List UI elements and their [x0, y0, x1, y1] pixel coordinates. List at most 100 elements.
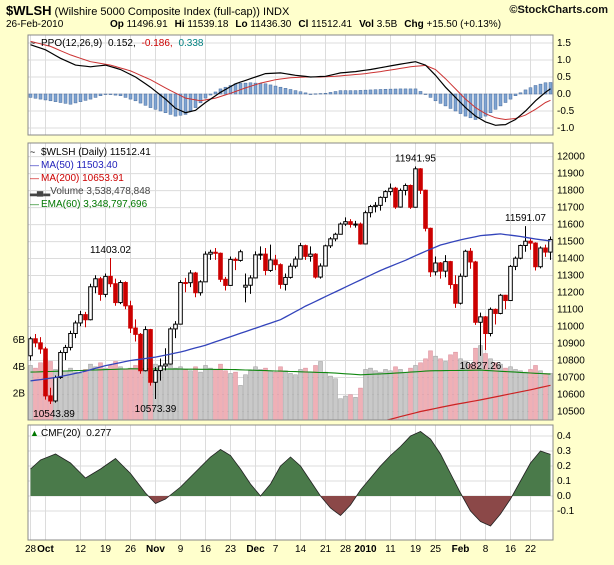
candle-body: [213, 251, 218, 254]
volume-bar: [193, 366, 198, 421]
candle-body: [28, 338, 33, 357]
volume-bar: [368, 367, 373, 421]
volume-bar: [243, 374, 248, 421]
ppo-hist-bar: [253, 82, 258, 95]
volume-bars-icon: ▂▄▂: [30, 186, 51, 196]
ppo-hist-bar: [448, 93, 453, 109]
ppo-hist-bar: [348, 90, 353, 95]
volume-bar: [228, 373, 233, 421]
chart-title: (Wilshire 5000 Composite Index (full-cap…: [51, 6, 290, 18]
ema60-line-icon: —: [30, 199, 39, 209]
candle-body: [398, 189, 403, 208]
candle-body: [83, 314, 88, 321]
volume-bar: [373, 370, 378, 421]
ppo-hist-bar: [58, 93, 63, 103]
candle-body: [463, 250, 468, 277]
candle-body: [488, 308, 493, 335]
x-axis-label: 12: [75, 544, 87, 555]
candle-body: [248, 277, 253, 286]
price-axis-label: 11500: [557, 237, 585, 248]
ppo-hist-bar: [273, 85, 278, 95]
ppo-hist-bar: [353, 90, 358, 95]
volume-bar: [538, 370, 543, 421]
price-panel-border: [27, 142, 554, 421]
candle-body: [363, 212, 368, 245]
ppo-hist-bar: [498, 93, 503, 107]
candle-body: [288, 265, 293, 278]
volume-bar: [353, 397, 358, 421]
candle-body: [63, 346, 68, 354]
ppo-hist-bar: [433, 93, 438, 102]
volume-bar: [393, 366, 398, 421]
ppo-hist-value: 0.338: [178, 38, 204, 49]
price-annotation: 10543.89: [33, 409, 75, 420]
x-axis-label: 11: [385, 544, 396, 555]
candle-body: [438, 262, 443, 272]
quote-close: Cl 11512.41: [298, 19, 353, 30]
ppo-hist-bar: [163, 93, 168, 113]
candle-body: [308, 253, 313, 257]
ppo-hist-bar: [83, 93, 88, 101]
cmf-axis-label: 0.0: [557, 491, 571, 502]
volume-bar: [118, 366, 123, 421]
volume-bar: [188, 370, 193, 421]
volume-bar: [338, 398, 343, 421]
ppo-hist-bar: [93, 93, 98, 98]
candle-body: [163, 363, 168, 367]
volume-bar: [28, 365, 33, 421]
x-axis-label: Oct: [37, 544, 54, 555]
ppo-hist-bar: [193, 93, 198, 108]
x-axis-label: Feb: [452, 544, 470, 555]
candle-body: [528, 240, 533, 244]
candle-body: [458, 275, 463, 304]
candle-body: [103, 275, 108, 295]
ppo-hist-bar: [213, 91, 218, 95]
candle-body: [93, 278, 98, 288]
candle-body: [503, 294, 508, 302]
ppo-hist-bar: [48, 93, 53, 102]
x-axis-label: 2010: [354, 544, 377, 555]
ppo-hist-bar: [423, 93, 428, 95]
x-axis-label: 16: [505, 544, 517, 555]
volume-bar: [108, 365, 113, 421]
candle-body: [418, 168, 423, 191]
candle-body: [183, 282, 188, 285]
candle-body: [228, 258, 233, 286]
ppo-hist-bar: [453, 93, 458, 112]
ppo-hist-bar: [403, 88, 408, 95]
ppo-hist-bar: [373, 89, 378, 95]
ma200-line-icon: —: [30, 173, 39, 183]
candle-body: [498, 294, 503, 314]
volume-bar: [123, 369, 128, 421]
quote-open: Op 11496.91: [110, 19, 168, 30]
cmf-axis-label: 0.4: [557, 431, 571, 442]
candle-body: [73, 322, 78, 335]
candle-body: [143, 329, 148, 372]
volume-bar: [363, 369, 368, 421]
volume-axis-label: 4B: [13, 362, 26, 373]
candle-body: [453, 284, 458, 304]
candle-body: [243, 284, 248, 288]
stockcharts-brand-link[interactable]: ©StockCharts.com: [509, 4, 608, 16]
candle-body: [533, 242, 538, 268]
ppo-hist-bar: [508, 93, 513, 100]
candle-body: [203, 253, 208, 283]
ppo-hist-bar: [523, 89, 528, 95]
ppo-legend-name: PPO(12,26,9): [41, 38, 103, 49]
price-axis-label: 11200: [557, 288, 585, 299]
ppo-hist-bar: [313, 93, 318, 95]
x-axis-label: 7: [273, 544, 279, 555]
volume-bar: [78, 373, 83, 421]
candle-body: [443, 261, 448, 272]
cmf-axis-label: 0.2: [557, 461, 571, 472]
candle-body: [323, 245, 328, 267]
volume-bar: [263, 367, 268, 421]
candle-body: [388, 187, 393, 193]
ppo-hist-bar: [123, 93, 128, 98]
volume-bar: [268, 370, 273, 421]
volume-bar: [238, 385, 243, 421]
candle-body: [223, 278, 228, 286]
volume-bar: [93, 366, 98, 421]
ppo-hist-bar: [488, 93, 493, 113]
ppo-signal-line: [30, 40, 551, 121]
